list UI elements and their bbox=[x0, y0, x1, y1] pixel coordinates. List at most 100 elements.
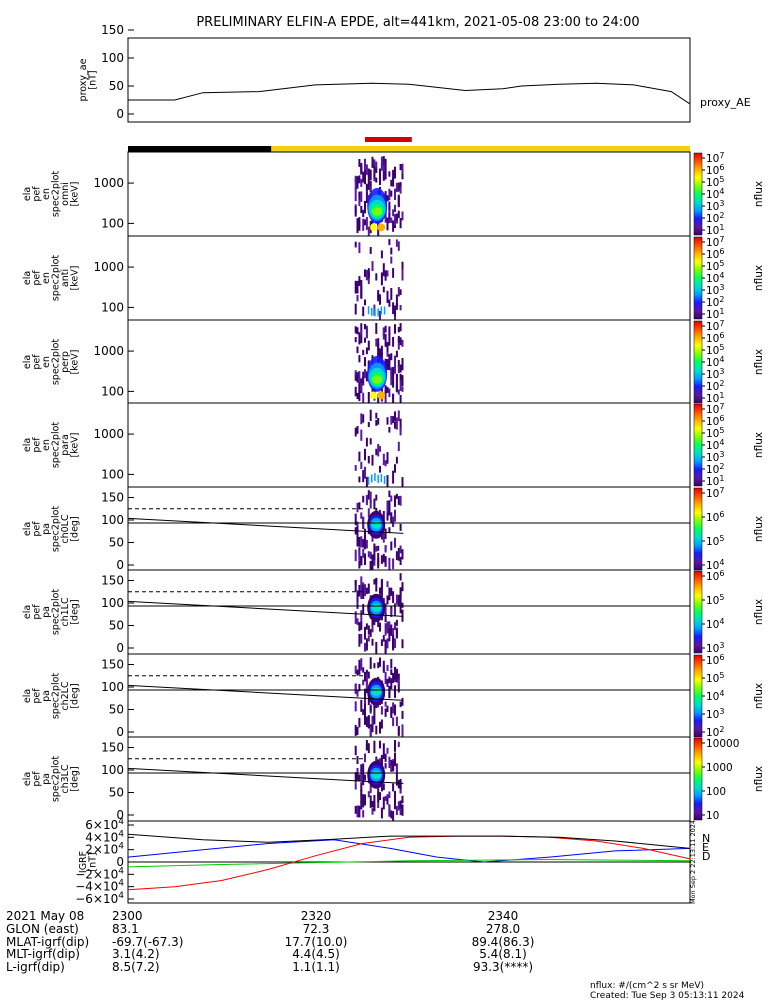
ylabel-line: ela bbox=[22, 689, 33, 703]
spectrogram-cell bbox=[364, 357, 366, 367]
spectrogram-cell bbox=[395, 773, 398, 786]
spectrogram-cell bbox=[364, 701, 366, 711]
spectrogram-cell bbox=[399, 337, 402, 346]
spectrogram-cell bbox=[364, 448, 366, 461]
spectrogram-cell bbox=[397, 441, 400, 452]
spectrogram-cell bbox=[386, 290, 389, 303]
spectrogram-cell bbox=[375, 641, 378, 655]
spectrogram-cell bbox=[365, 476, 368, 489]
spectrogram-cell bbox=[369, 629, 372, 637]
spectrogram-cell bbox=[401, 697, 404, 706]
ytick-label: 0 bbox=[116, 558, 124, 572]
spectrogram-cell bbox=[364, 712, 366, 725]
spectrogram-cell bbox=[384, 334, 387, 347]
ephem-value: 17.7(10.0) bbox=[285, 935, 348, 949]
spectrogram-cell bbox=[356, 669, 359, 676]
spectrogram-cell bbox=[394, 797, 396, 810]
ylabel-line: pef bbox=[32, 521, 43, 537]
ephem-value: 278.0 bbox=[486, 922, 520, 936]
spectrogram-cell bbox=[360, 178, 363, 187]
ylabel-line: spec2plot bbox=[51, 506, 62, 553]
spectrogram-cell bbox=[362, 667, 365, 673]
spectrogram-cell bbox=[401, 339, 404, 347]
ytick-label: 150 bbox=[101, 574, 124, 588]
proxy-ae-line bbox=[128, 82, 691, 105]
colorbar-tick-label: 107 bbox=[706, 486, 724, 500]
spectrogram-cell bbox=[356, 727, 359, 735]
spectrogram-cell bbox=[394, 464, 396, 473]
spectrogram-cell bbox=[375, 419, 378, 426]
spectrogram-cell bbox=[397, 673, 400, 680]
spectrogram-cell bbox=[392, 516, 395, 527]
colorbar-tick-label: 104 bbox=[706, 558, 724, 572]
spectrogram-cell bbox=[392, 268, 395, 278]
spectrogram-cell bbox=[365, 217, 368, 230]
ytick-label: 1000 bbox=[93, 427, 124, 441]
spectrogram-cell bbox=[399, 545, 402, 554]
spectrogram-cell bbox=[364, 707, 366, 719]
spectrogram-cell bbox=[377, 788, 380, 798]
spectrogram-cell bbox=[384, 211, 387, 223]
spectrogram-cell bbox=[354, 303, 357, 315]
spectrogram-cell bbox=[365, 638, 368, 646]
spectrogram-cell bbox=[367, 392, 370, 404]
spectrogram-cell bbox=[358, 276, 361, 286]
spectrogram-cell bbox=[354, 724, 357, 736]
spectrogram-cell bbox=[360, 279, 363, 289]
spectrogram-cell bbox=[373, 543, 376, 550]
flux-enhancement bbox=[372, 207, 383, 216]
spectrogram-cell bbox=[395, 551, 398, 561]
spectrogram-cell bbox=[371, 219, 374, 225]
spectrogram-cell bbox=[383, 475, 386, 484]
spectrogram-cell bbox=[383, 306, 386, 315]
panel-proxy-ae: 150 100 50 0 proxy_ae[nT] proxy_AE bbox=[78, 23, 751, 123]
flux-enhancement bbox=[370, 391, 377, 400]
spectrogram-cell bbox=[395, 213, 398, 221]
flux-enhancement bbox=[370, 223, 377, 232]
flux-enhancement bbox=[377, 223, 386, 232]
spectrogram-cell bbox=[392, 637, 395, 650]
loss-cone-line bbox=[127, 684, 404, 701]
spectrogram-cell bbox=[382, 327, 385, 340]
spectrogram-cell bbox=[386, 595, 389, 605]
spectrogram-cell bbox=[362, 376, 365, 386]
ytick-label: 4×104 bbox=[85, 829, 124, 844]
spectrogram-cell bbox=[377, 444, 380, 457]
ylabel-line: en bbox=[41, 272, 52, 284]
ylabel-line: pef bbox=[32, 437, 43, 453]
spectrogram-cell bbox=[360, 621, 363, 630]
spectrogram-cell bbox=[360, 330, 363, 336]
spectrogram-cell bbox=[358, 536, 361, 547]
spectrogram-cell bbox=[377, 620, 380, 627]
ylabel-line: ela bbox=[22, 522, 33, 536]
spectrogram-cell bbox=[390, 495, 393, 502]
spectrogram-cell bbox=[395, 493, 398, 499]
panel-status-bar bbox=[128, 137, 690, 152]
spectrogram-cell bbox=[373, 159, 376, 167]
ytick-label: 2×104 bbox=[85, 842, 124, 857]
ephem-value: 2320 bbox=[301, 909, 332, 923]
colorbar-tick-label: 105 bbox=[706, 593, 724, 607]
spectrogram-cell bbox=[369, 491, 372, 503]
colorbar-tick-label: 102 bbox=[706, 725, 724, 739]
spectrogram-cell bbox=[358, 355, 361, 363]
spectrogram-cell bbox=[392, 177, 395, 187]
spectrogram-cell bbox=[364, 324, 366, 330]
spectrogram-cell bbox=[386, 621, 389, 634]
spectrogram-cell bbox=[386, 475, 389, 487]
spectrogram-cell bbox=[384, 275, 387, 281]
spectrogram-cell bbox=[358, 371, 361, 382]
colorbar-tick-label: 107 bbox=[706, 319, 724, 333]
spectrogram-cell bbox=[354, 427, 357, 437]
spectrogram-cell bbox=[362, 414, 365, 423]
spectrogram-cell bbox=[382, 743, 385, 755]
spectrogram-cell bbox=[386, 417, 389, 425]
spectrogram-cell bbox=[401, 269, 404, 281]
spectrogram-cell bbox=[399, 395, 402, 408]
ylabel-line: anti bbox=[60, 269, 71, 287]
spectrogram-cell bbox=[365, 347, 368, 355]
ylabel-line: pa bbox=[41, 523, 52, 535]
spectrogram-cell bbox=[388, 500, 391, 513]
spectrogram-cell bbox=[388, 805, 391, 816]
spectrogram-cell bbox=[377, 418, 380, 425]
